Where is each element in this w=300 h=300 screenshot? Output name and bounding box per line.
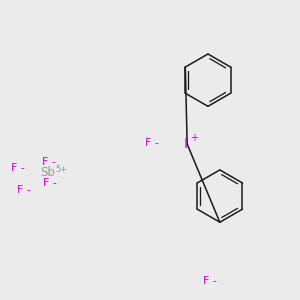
Text: I: I — [184, 137, 188, 151]
Text: F -: F - — [11, 163, 25, 173]
Text: 5+: 5+ — [56, 165, 68, 174]
Text: F -: F - — [42, 157, 56, 167]
Text: F -: F - — [145, 139, 158, 148]
Text: Sb: Sb — [40, 166, 55, 179]
Text: F -: F - — [44, 178, 57, 188]
Text: F -: F - — [17, 185, 31, 195]
Text: +: + — [190, 133, 198, 142]
Text: F -: F - — [202, 276, 216, 286]
